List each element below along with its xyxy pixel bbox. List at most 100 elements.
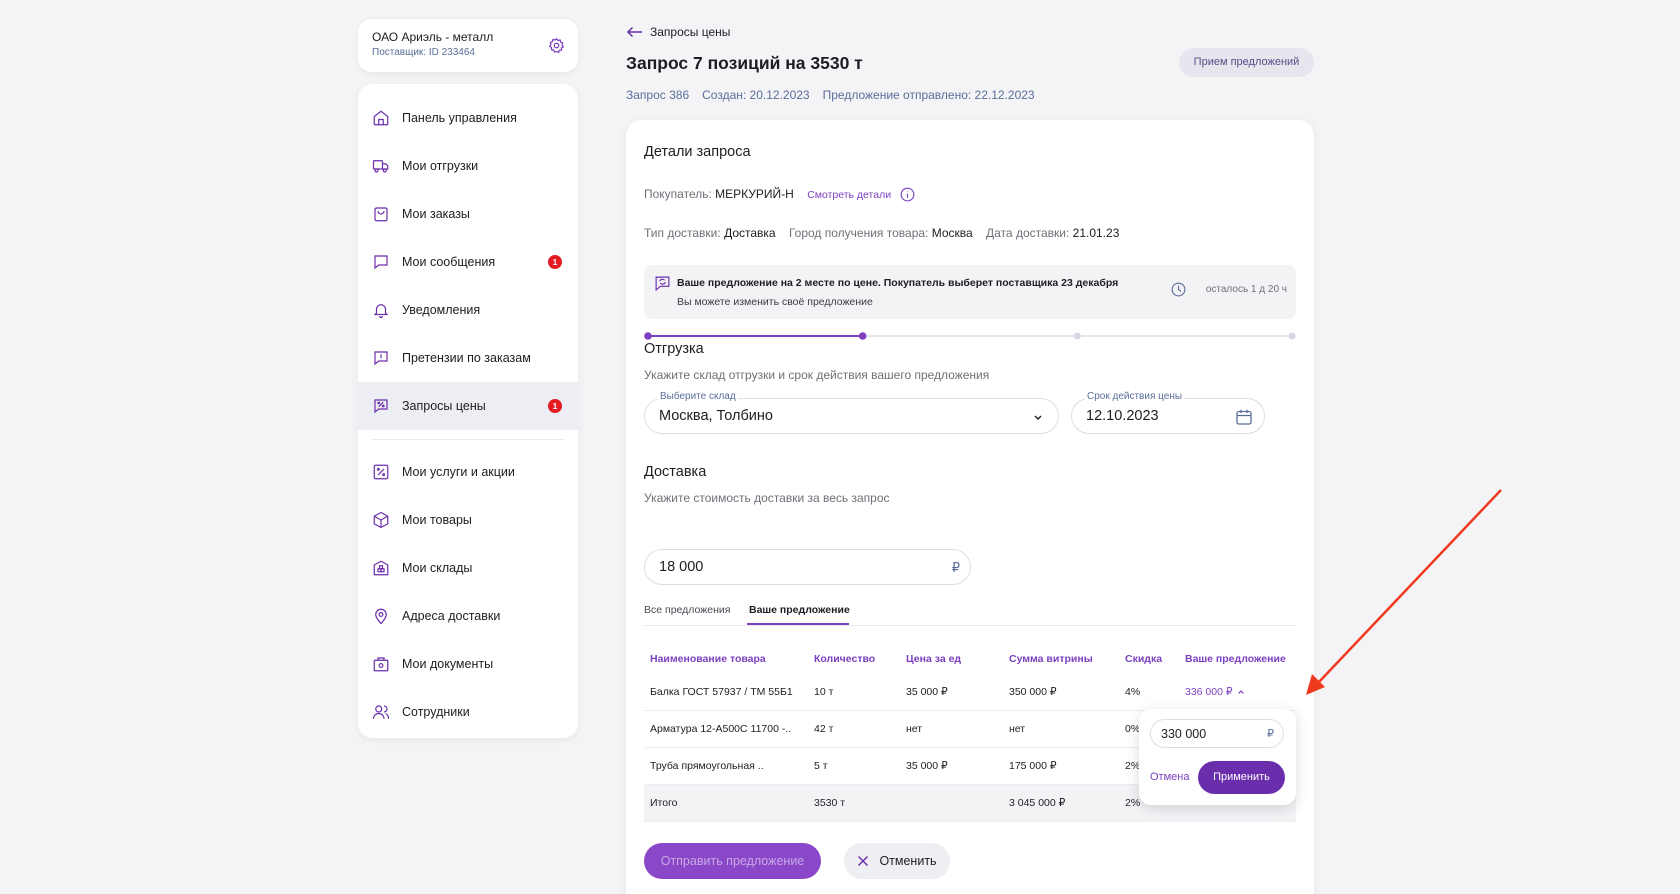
sidebar-item-shipments[interactable]: Мои отгрузки xyxy=(358,142,578,190)
my-offer-value: 336 000 ₽ xyxy=(1185,686,1233,698)
documents-icon xyxy=(373,657,389,672)
back-link[interactable]: Запросы цены xyxy=(626,25,730,39)
sidebar-item-label: Мои склады xyxy=(402,561,473,575)
shipment-title: Отгрузка xyxy=(644,341,704,357)
sidebar-item-orders[interactable]: Мои заказы xyxy=(358,190,578,238)
home-icon xyxy=(373,110,389,126)
sidebar-item-addresses[interactable]: Адреса доставки xyxy=(358,592,578,640)
request-number: Запрос 386 xyxy=(626,88,690,102)
apply-button[interactable]: Применить xyxy=(1198,761,1285,794)
buyer-label: Покупатель: xyxy=(644,187,712,201)
submit-offer-button[interactable]: Отправить предложение xyxy=(644,843,821,879)
percent-icon xyxy=(373,464,389,480)
unread-badge: 1 xyxy=(548,399,562,413)
calendar-icon[interactable] xyxy=(1235,408,1253,426)
column-header: Количество xyxy=(814,653,876,665)
users-icon xyxy=(372,705,390,719)
warehouse-label: Выберите склад xyxy=(658,391,738,402)
cancel-offer-label: Отменить xyxy=(879,854,937,868)
tab-my-offer[interactable]: Ваше предложение xyxy=(749,604,850,616)
truck-icon xyxy=(372,160,389,173)
sidebar-item-label: Мои сообщения xyxy=(402,255,496,269)
column-header: Скидка xyxy=(1125,653,1163,665)
sidebar-item-label: Мои документы xyxy=(402,657,494,671)
delivery-cost-value: 18 000 xyxy=(659,559,704,575)
city-label: Город получения товара: xyxy=(788,226,929,240)
sidebar-item-notifications[interactable]: Уведомления xyxy=(358,286,578,334)
gear-icon[interactable] xyxy=(548,37,565,54)
chevron-up-icon xyxy=(1238,690,1245,695)
stepper-dot xyxy=(1073,332,1081,340)
buyer-row: Покупатель: МЕРКУРИЙ-Н Смотреть детали xyxy=(644,187,915,202)
cell-quantity: 3530 т xyxy=(814,797,846,809)
delivery-date: 21.01.23 xyxy=(1072,226,1120,240)
view-details-link[interactable]: Смотреть детали xyxy=(807,189,892,201)
table-row: Труба прямоугольная .. 5 т 35 000 ₽ 175 … xyxy=(644,748,1296,785)
cell-showcase-sum: 175 000 ₽ xyxy=(1009,760,1057,772)
warehouse-icon xyxy=(373,560,389,576)
time-remaining: осталось 1 д 20 ч xyxy=(1205,284,1287,295)
percent-chat-icon xyxy=(374,399,388,414)
company-card: ОАО Ариэль - металл Поставщик: ID 233464 xyxy=(358,19,578,72)
cancel-offer-button[interactable]: Отменить xyxy=(844,843,950,879)
cell-showcase-sum: 3 045 000 ₽ xyxy=(1009,797,1066,809)
cell-product: Арматура 12-А500С 11700 -.. xyxy=(650,723,792,735)
sidebar-item-price-requests[interactable]: Запросы цены 1 xyxy=(358,382,578,430)
cell-product: Труба прямоугольная .. xyxy=(650,760,764,772)
currency-symbol: ₽ xyxy=(1267,728,1274,740)
offer-price-input[interactable]: 330 000 ₽ xyxy=(1150,719,1284,748)
info-icon[interactable] xyxy=(900,187,915,202)
cell-unit-price: нет xyxy=(906,723,923,735)
stepper-dot xyxy=(644,332,652,340)
request-meta: Запрос 386 Создан: 20.12.2023 Предложени… xyxy=(626,88,1035,102)
delivery-info-row: Тип доставки: Доставка Город получения т… xyxy=(644,226,1119,240)
delivery-date-label: Дата доставки: xyxy=(986,226,1070,240)
cell-showcase-sum: 350 000 ₽ xyxy=(1009,686,1057,698)
warehouse-select[interactable]: Выберите склад Москва, Толбино xyxy=(644,391,1059,434)
currency-symbol: ₽ xyxy=(951,560,960,575)
delivery-type-label: Тип доставки: xyxy=(644,226,721,240)
sidebar-item-dashboard[interactable]: Панель управления xyxy=(358,94,578,142)
bell-icon xyxy=(373,304,389,319)
sidebar-item-label: Адреса доставки xyxy=(402,609,501,623)
sidebar-item-warehouses[interactable]: Мои склады xyxy=(358,544,578,592)
active-tab-indicator xyxy=(747,623,849,625)
sidebar-item-services[interactable]: Мои услуги и акции xyxy=(358,448,578,496)
sidebar-item-label: Уведомления xyxy=(402,303,481,317)
arrow-left-icon xyxy=(626,26,642,38)
sidebar-item-label: Мои товары xyxy=(402,513,472,527)
sent-date: Предложение отправлено: 22.12.2023 xyxy=(822,88,1035,102)
tab-all-offers[interactable]: Все предложения xyxy=(644,604,731,616)
cell-unit-price: 35 000 ₽ xyxy=(906,686,948,698)
page-title: Запрос 7 позиций на 3530 т xyxy=(626,53,863,73)
delivery-hint: Укажите стоимость доставки за весь запро… xyxy=(644,491,890,505)
price-validity-field[interactable]: Срок действия цены 12.10.2023 xyxy=(1071,391,1265,434)
my-offer-toggle[interactable]: 336 000 ₽ xyxy=(1185,686,1245,698)
delivery-title: Доставка xyxy=(644,464,707,480)
cell-quantity: 42 т xyxy=(814,723,834,735)
column-header: Сумма витрины xyxy=(1009,653,1093,665)
sidebar-item-label: Сотрудники xyxy=(402,705,470,719)
supplier-id: Поставщик: ID 233464 xyxy=(372,47,475,58)
claim-icon xyxy=(374,351,388,366)
cell-total-label: Итого xyxy=(650,797,678,809)
cell-product: Балка ГОСТ 57937 / ТМ 55Б1 xyxy=(650,686,793,698)
popover-cancel-button[interactable]: Отмена xyxy=(1150,771,1190,783)
sidebar-item-messages[interactable]: Мои сообщения 1 xyxy=(358,238,578,286)
sidebar-item-employees[interactable]: Сотрудники xyxy=(358,688,578,736)
warehouse-value: Москва, Толбино xyxy=(659,408,773,424)
status-badge: Прием предложений xyxy=(1179,48,1314,77)
sidebar-item-label: Мои отгрузки xyxy=(402,159,479,173)
delivery-cost-input[interactable]: 18 000 ₽ xyxy=(644,549,971,585)
sidebar-item-claims[interactable]: Претензии по заказам xyxy=(358,334,578,382)
sidebar-item-label: Мои заказы xyxy=(402,207,470,221)
sidebar-item-label: Панель управления xyxy=(402,111,517,125)
buyer-name: МЕРКУРИЙ-Н xyxy=(715,187,794,201)
cell-discount: 4% xyxy=(1125,686,1141,698)
cell-quantity: 5 т xyxy=(814,760,828,772)
stepper-dot xyxy=(858,332,867,340)
clock-icon xyxy=(1171,282,1186,297)
sidebar-item-products[interactable]: Мои товары xyxy=(358,496,578,544)
sidebar-item-documents[interactable]: Мои документы xyxy=(358,640,578,688)
city: Москва xyxy=(931,226,973,240)
